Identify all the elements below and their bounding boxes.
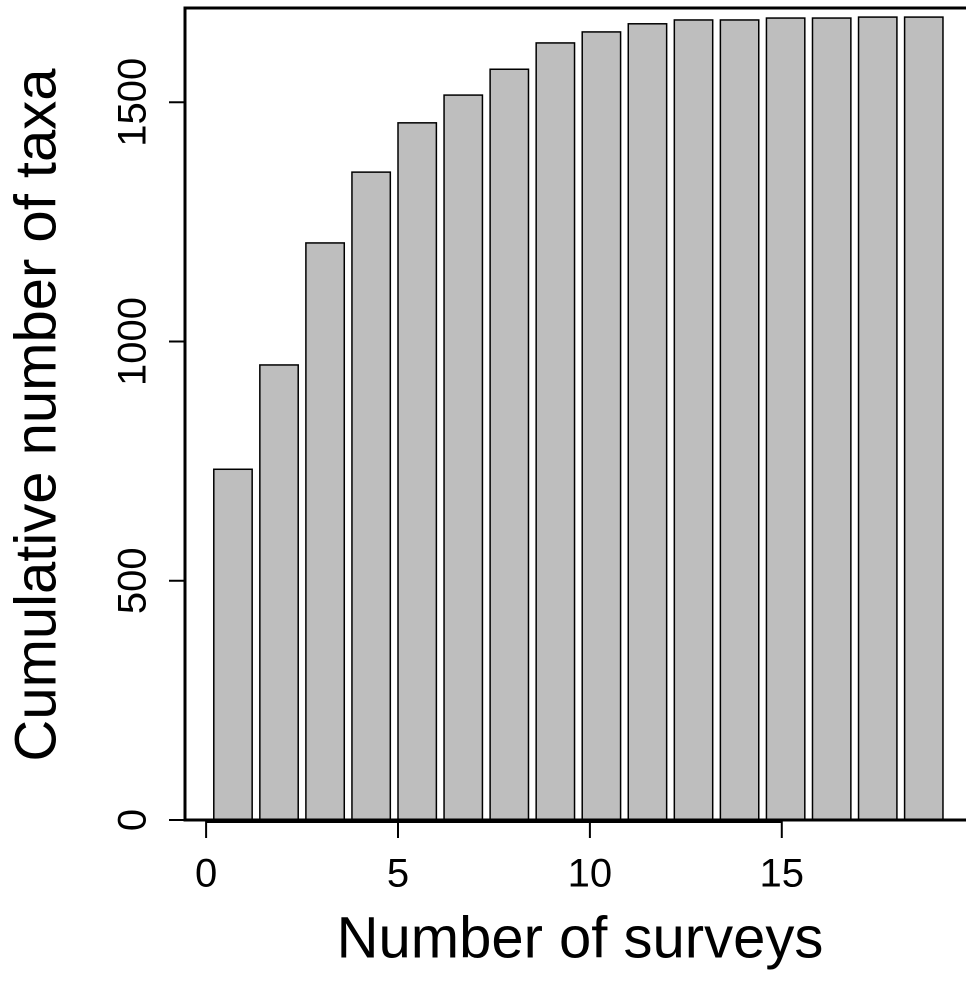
bar bbox=[673, 19, 714, 821]
x-tick-label: 10 bbox=[568, 852, 613, 896]
bar bbox=[811, 17, 852, 821]
bar bbox=[903, 16, 944, 821]
bar bbox=[351, 171, 392, 821]
bar bbox=[443, 94, 484, 821]
bar bbox=[259, 364, 299, 821]
bar bbox=[213, 468, 253, 821]
y-tick-label: 0 bbox=[111, 809, 155, 831]
bar bbox=[535, 42, 576, 821]
y-tick-label: 1000 bbox=[111, 297, 155, 386]
y-axis-title: Cumulative number of taxa bbox=[3, 68, 68, 762]
bar bbox=[719, 19, 760, 821]
x-axis-title: Number of surveys bbox=[337, 905, 824, 970]
plot-frame bbox=[183, 6, 966, 822]
bar bbox=[627, 23, 668, 821]
x-tick-label: 5 bbox=[387, 852, 409, 896]
bar bbox=[857, 16, 898, 821]
bar bbox=[765, 17, 806, 821]
bar bbox=[397, 122, 438, 821]
bar bbox=[581, 31, 622, 821]
bar bbox=[305, 242, 346, 821]
y-tick-label: 500 bbox=[111, 547, 155, 614]
x-tick-label: 0 bbox=[195, 852, 217, 896]
y-tick-label: 1500 bbox=[111, 58, 155, 147]
x-tick-label: 15 bbox=[760, 852, 805, 896]
bar bbox=[489, 68, 530, 821]
